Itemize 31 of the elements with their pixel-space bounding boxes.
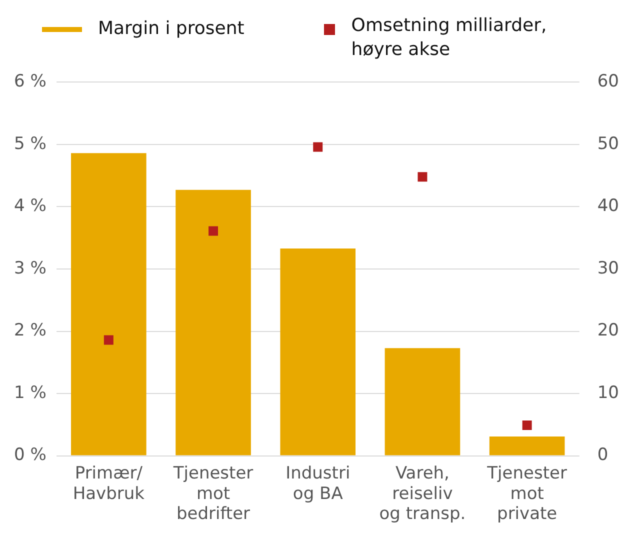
point [522,420,532,430]
y2-tick-label: 20 [597,320,620,341]
x-tick-label: Primær/ Havbruk [72,463,145,504]
bar [489,436,565,456]
y-tick-label: 1 % [14,382,46,403]
y-tick-label: 5 % [14,134,46,154]
y-tick-label: 3 % [14,258,46,278]
point [418,172,428,182]
bar [384,348,460,456]
y-tick-label: 0 % [14,445,46,466]
y-tick-label: 6 % [14,72,46,92]
point [104,335,114,345]
y2-tick-label: 40 [597,196,620,216]
legend-label: Margin i prosent [98,18,244,39]
y-tick-label: 2 % [14,320,46,341]
x-tick-label: Vareh, reiseliv og transp. [379,463,466,524]
y2-tick-label: 30 [597,258,620,278]
y2-tick-label: 0 [597,445,608,466]
point [208,226,218,236]
y2-tick-label: 10 [597,382,620,403]
y2-tick-label: 50 [597,134,620,154]
point [313,142,323,152]
bar [176,190,251,456]
y2-tick-label: 60 [597,72,620,92]
x-tick-label: Industri og BA [286,463,350,504]
y-tick-label: 4 % [14,196,46,216]
bar [280,248,356,456]
bar [71,153,146,456]
legend-label: Omsetning milliarder, høyre akse [351,14,548,62]
x-tick-label: Tjenester mot bedrifter [172,463,254,524]
x-tick-label: Tjenester mot private [486,463,567,524]
